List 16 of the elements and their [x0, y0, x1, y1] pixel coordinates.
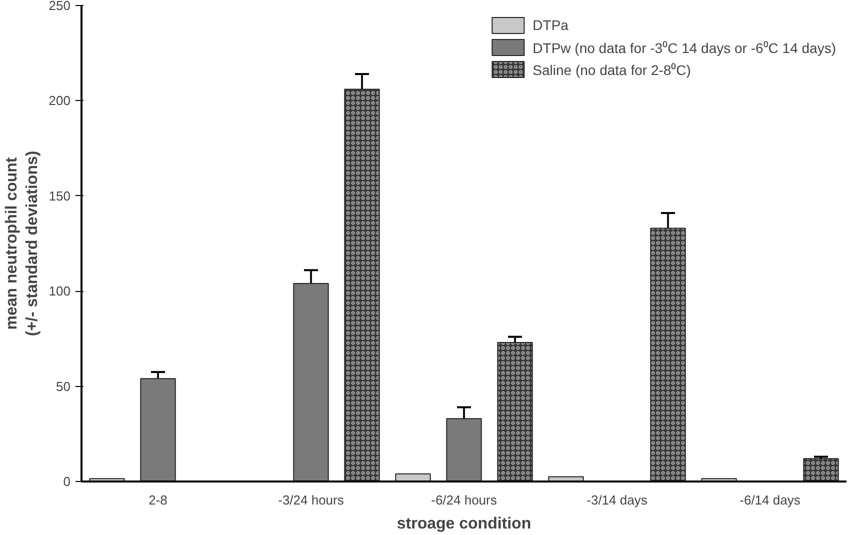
legend-label: Saline (no data for 2-8⁰C): [532, 60, 691, 78]
x-tick-label: -6/14 days: [740, 492, 801, 508]
y-tick-label: 150: [48, 188, 71, 204]
y-tick-label: 200: [48, 93, 71, 108]
legend-label: DTPw (no data for -3⁰C 14 days or -6⁰C 14 days): [532, 38, 836, 56]
y-tick-label: 50: [56, 378, 71, 394]
x-axis-title: stroage condition: [396, 516, 532, 532]
x-tick-label: 2-8: [148, 492, 168, 508]
y-tick-label: 250: [48, 0, 71, 13]
x-tick-label: -3/14 days: [586, 492, 648, 508]
x-tick-label: -6/24 hours: [431, 492, 498, 508]
x-tick-label: -3/24 hours: [278, 492, 344, 508]
legend-label: DTPa: [532, 17, 568, 33]
y-axis-title: mean neutrophil count (+/- standard deviations): [3, 150, 41, 336]
y-tick-label: 100: [48, 284, 71, 299]
y-tick-label: 0: [63, 474, 71, 489]
